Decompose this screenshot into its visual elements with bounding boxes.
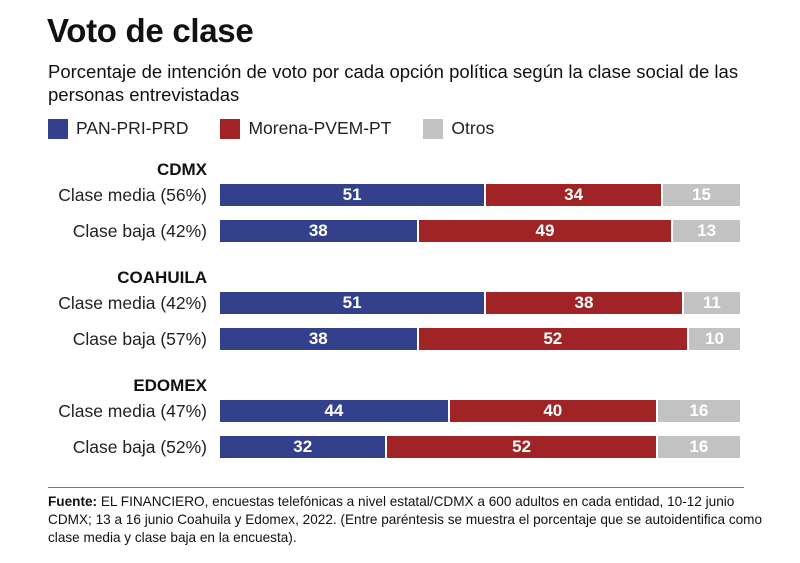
data-label: 38: [308, 329, 328, 348]
row-label: Clase media (56%): [58, 185, 207, 205]
data-label: 44: [324, 401, 344, 420]
bar-segment-otros: 15: [663, 184, 740, 206]
bar-segment-pan-pri-prd: 51: [220, 184, 485, 206]
bar-segment-morena-pvem-pt: 52: [387, 436, 656, 458]
bar-segment-otros: 10: [689, 328, 740, 350]
data-label: 52: [512, 437, 532, 456]
data-label: 34: [564, 185, 584, 204]
source-text: EL FINANCIERO, encuestas telefónicas a n…: [48, 494, 763, 545]
bar-row: 32 52 16: [220, 436, 740, 458]
bar-segment-morena-pvem-pt: 38: [486, 292, 682, 314]
bar-segment-morena-pvem-pt: 49: [418, 220, 672, 242]
legend-label: PAN-PRI-PRD: [76, 118, 189, 138]
bar-segment-otros: 13: [673, 220, 740, 242]
data-label: 15: [692, 185, 711, 204]
row-label: Clase media (47%): [58, 401, 207, 421]
legend-item-pan-pri-prd: PAN-PRI-PRD: [48, 118, 188, 139]
legend: PAN-PRI-PRD Morena-PVEM-PT Otros: [48, 118, 526, 139]
row-label: Clase media (42%): [58, 293, 207, 313]
data-label: 52: [543, 329, 563, 348]
bar-segment-pan-pri-prd: 51: [220, 292, 485, 314]
bar-segment-otros: 16: [657, 400, 740, 422]
bar-segment-pan-pri-prd: 44: [220, 400, 448, 422]
data-label: 40: [543, 401, 563, 420]
bar-segment-morena-pvem-pt: 34: [486, 184, 661, 206]
data-label: 49: [535, 221, 555, 240]
bar-segment-pan-pri-prd: 32: [220, 436, 386, 458]
source-note: Fuente: EL FINANCIERO, encuestas telefón…: [48, 493, 768, 547]
legend-label: Morena-PVEM-PT: [248, 118, 392, 138]
bar-segment-otros: 11: [683, 292, 740, 314]
bar-row: 38 52 10: [220, 328, 740, 350]
group-title-edomex: EDOMEX: [133, 376, 207, 395]
bar-row: 51 34 15: [220, 184, 740, 206]
legend-item-morena-pvem-pt: Morena-PVEM-PT: [220, 118, 391, 139]
legend-swatch-pan-pri-prd: [48, 118, 68, 139]
legend-swatch-otros: [423, 118, 444, 139]
group-title-cdmx: CDMX: [156, 160, 207, 179]
bar-segment-morena-pvem-pt: 40: [449, 400, 656, 422]
data-label: 51: [342, 185, 362, 204]
source-label: Fuente:: [48, 494, 98, 509]
data-label: 38: [574, 293, 594, 312]
row-label: Clase baja (57%): [72, 329, 207, 349]
data-label: 13: [697, 221, 717, 240]
chart-title: Voto de clase: [47, 12, 254, 49]
bar-segment-pan-pri-prd: 38: [220, 220, 417, 242]
data-label: 10: [705, 329, 724, 348]
bar-row: 44 40 16: [220, 400, 740, 422]
data-label: 32: [293, 437, 313, 456]
chart-subtitle: Porcentaje de intención de voto por cada…: [48, 61, 739, 105]
bar-segment-pan-pri-prd: 38: [220, 328, 417, 350]
data-label: 16: [689, 437, 709, 456]
legend-label: Otros: [451, 118, 495, 138]
bar-row: 38 49 13: [220, 220, 740, 242]
data-label: 11: [702, 293, 721, 312]
data-label: 38: [308, 221, 328, 240]
bar-row: 51 38 11: [220, 292, 740, 314]
legend-item-otros: Otros: [423, 118, 494, 139]
bar-segment-otros: 16: [657, 436, 740, 458]
row-label: Clase baja (52%): [72, 437, 207, 457]
footer-divider: [48, 487, 744, 488]
data-label: 51: [342, 293, 362, 312]
row-label: Clase baja (42%): [72, 221, 207, 241]
group-title-coahuila: COAHUILA: [117, 268, 207, 287]
data-label: 16: [689, 401, 709, 420]
legend-swatch-morena-pvem-pt: [220, 118, 241, 139]
bar-segment-morena-pvem-pt: 52: [418, 328, 687, 350]
